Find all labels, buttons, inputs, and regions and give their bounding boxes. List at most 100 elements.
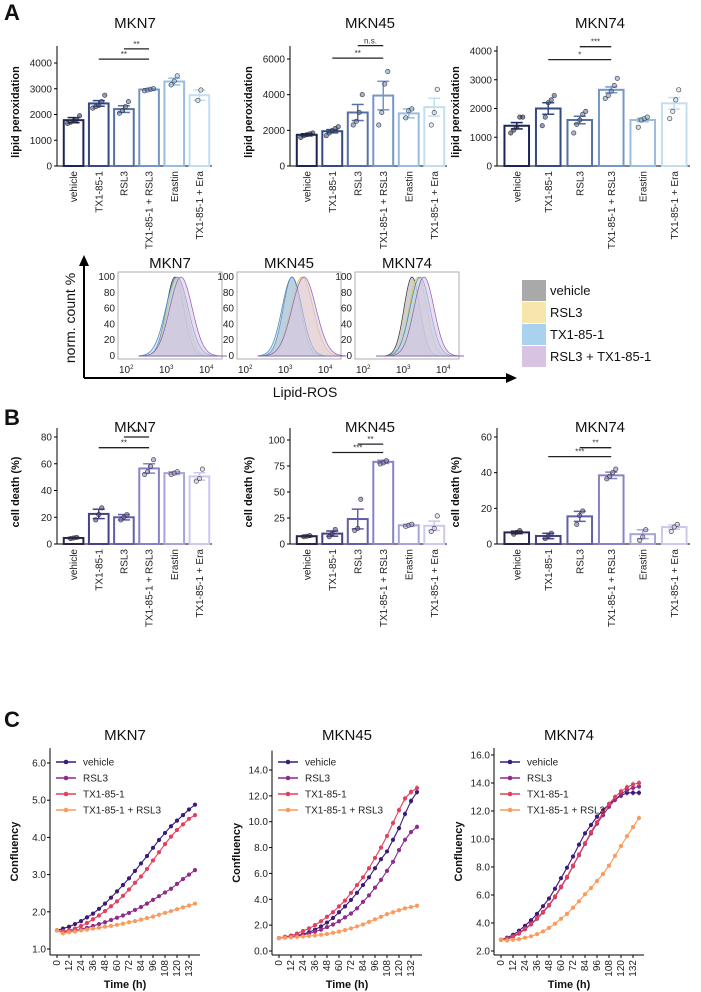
- series-line: [278, 826, 418, 939]
- data-point: [354, 882, 360, 888]
- data-point: [428, 529, 434, 535]
- legend-swatch: [522, 302, 546, 323]
- data-point: [403, 115, 409, 121]
- data-point: [306, 926, 312, 931]
- data-point: [582, 892, 588, 897]
- data-point: [102, 92, 108, 98]
- x-tick-label: RSL3: [119, 549, 130, 574]
- y-tick-label: 8.0: [254, 843, 268, 854]
- series-tx1-85-1-rsl3: [54, 901, 198, 936]
- data-point: [378, 845, 384, 850]
- data-point: [108, 917, 114, 923]
- panel-label-a: A: [4, 0, 20, 25]
- data-point: [594, 814, 600, 819]
- tick-exponent: 2: [249, 365, 253, 371]
- y-tick-label: 60: [341, 304, 353, 315]
- data-point: [318, 919, 324, 924]
- data-point: [120, 913, 126, 918]
- bar-chart-b-mkn7: MKN7 cell death (%) 0 20 40 60 80 vehicle TX1-85…: [10, 419, 212, 627]
- data-point: [99, 99, 105, 105]
- histogram-rsl3-tx1-85-1: [257, 276, 347, 357]
- data-point: [390, 820, 396, 826]
- bar-3: [138, 88, 160, 167]
- x-tick-label: 96: [592, 960, 603, 972]
- tick-base: 10: [119, 365, 131, 376]
- data-point: [348, 926, 354, 931]
- chart-title: MKN45: [345, 419, 395, 436]
- line-chart-c-mkn74: MKN74 2.0 4.0 6.0 8.0 10.0 12.0 14.0 16.0 0 12 24 36…: [453, 727, 644, 991]
- y-tick-label: 50: [274, 488, 286, 499]
- data-point: [667, 116, 673, 122]
- data-point: [96, 925, 102, 930]
- y-tick-label: 5.0: [32, 796, 46, 807]
- y-tick-label: 20: [341, 335, 353, 346]
- data-point: [96, 102, 102, 108]
- data-point: [144, 916, 150, 921]
- chart-title: MKN74: [544, 727, 594, 744]
- y-tick-label: 0: [228, 351, 234, 362]
- y-tick-label: 40: [341, 319, 353, 330]
- x-tick-label: Erastin: [170, 171, 181, 202]
- data-point: [168, 908, 174, 914]
- series-line: [278, 905, 418, 939]
- histogram-rsl3-tx1-85-1: [376, 276, 464, 357]
- legend-label: TX1-85-1 + RSL3: [83, 806, 162, 817]
- x-tick-label: TX1-85-1 + RSL3: [379, 549, 390, 628]
- data-point: [539, 123, 545, 129]
- data-point: [542, 114, 548, 120]
- data-point: [372, 855, 378, 861]
- tick-base: 10: [159, 365, 171, 376]
- data-point: [390, 910, 396, 915]
- x-tick-label: vehicle: [69, 549, 80, 581]
- data-point: [580, 508, 586, 514]
- data-point: [72, 929, 78, 934]
- data-point: [150, 845, 156, 850]
- data-point: [588, 829, 594, 835]
- bar-3: [597, 88, 625, 167]
- x-tick-label: 84: [136, 960, 147, 972]
- data-point: [522, 926, 528, 931]
- x-tick-label: TX1-85-1 + Era: [195, 171, 206, 240]
- x-tick-label: 72: [568, 960, 579, 972]
- data-point: [636, 784, 642, 789]
- line-chart-c-mkn45: MKN45 0.0 2.0 4.0 6.0 8.0 10.0 12.0 14.0 0 12 24 36 4…: [231, 727, 422, 991]
- data-point: [180, 812, 186, 818]
- y-tick-label: 1000: [30, 136, 53, 147]
- data-point: [148, 463, 154, 469]
- data-point: [384, 833, 390, 839]
- data-point: [414, 824, 420, 829]
- data-point: [354, 906, 360, 911]
- legend-swatch: [522, 280, 546, 301]
- data-point: [552, 886, 558, 891]
- data-point: [168, 824, 174, 829]
- data-point: [132, 919, 138, 924]
- x-tick-label: 0: [496, 960, 507, 966]
- data-point: [93, 517, 99, 523]
- data-point: [126, 876, 132, 881]
- bar-chart-b-mkn45: MKN45 cell death (%) 0 25 50 75 100 vehicle TX1-…: [243, 419, 447, 627]
- bar-2: [113, 516, 135, 545]
- legend-swatch: [522, 324, 546, 345]
- y-tick-label: 1000: [470, 133, 493, 144]
- data-point: [354, 924, 360, 929]
- data-point: [329, 531, 335, 537]
- data-point: [348, 897, 354, 903]
- tick-base: 10: [278, 365, 290, 376]
- tick-base: 10: [356, 365, 368, 376]
- data-point: [294, 934, 300, 940]
- legend-marker: [285, 791, 291, 797]
- y-tick-label: 100: [217, 272, 234, 283]
- data-point: [396, 848, 402, 853]
- data-point: [390, 859, 396, 864]
- y-tick-label: 4000: [30, 59, 53, 70]
- data-point: [198, 87, 204, 93]
- x-tick-label: 84: [580, 960, 591, 972]
- data-point: [332, 526, 338, 532]
- x-tick-label: 102: [356, 365, 371, 376]
- y-tick-label: 10.0: [471, 835, 491, 846]
- data-point: [342, 927, 348, 933]
- x-tick-label: TX1-85-1: [544, 171, 555, 213]
- legend-marker: [507, 759, 513, 765]
